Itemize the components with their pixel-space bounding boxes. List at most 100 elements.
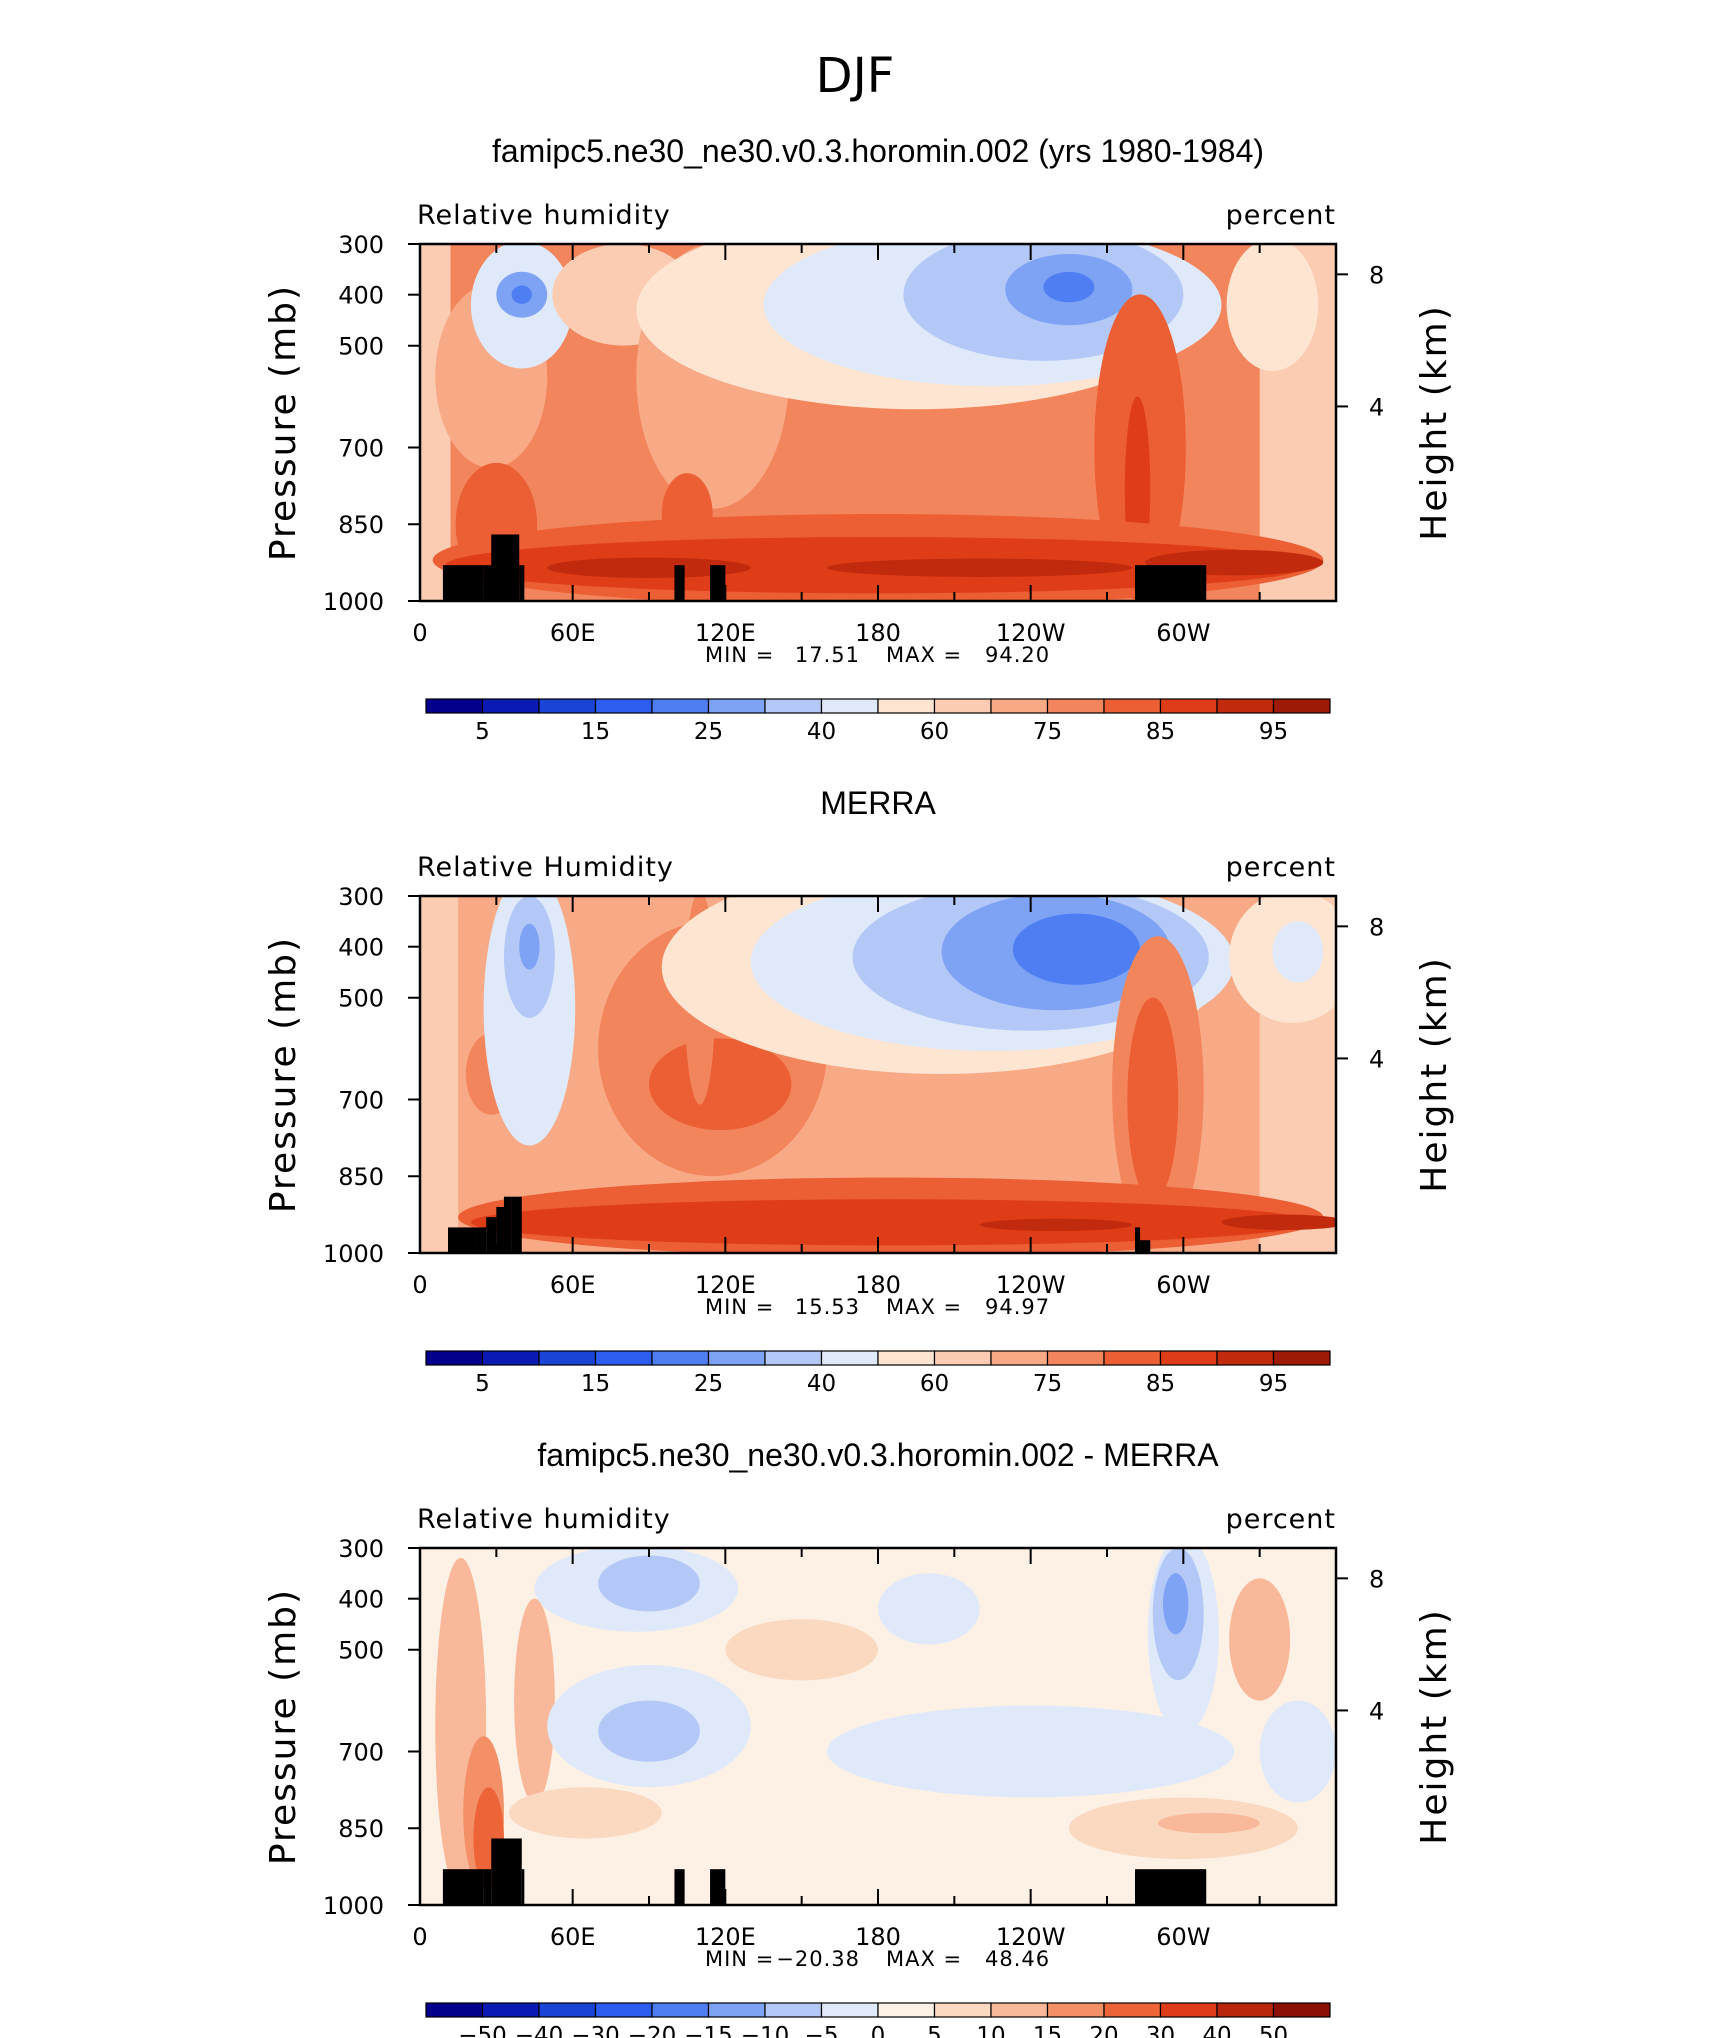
y-right-axis-label: Height (km) (1414, 956, 1455, 1192)
y-tick-label: 850 (338, 1815, 384, 1843)
colorbar-box (877, 2002, 936, 2018)
colorbar-label: 40 (807, 719, 836, 745)
colorbar-label: 30 (1146, 2023, 1175, 2038)
colorbar-label: 10 (976, 2023, 1005, 2038)
colorbar-box (651, 698, 710, 714)
colorbar-box (1272, 2002, 1331, 2018)
colorbar-box (1159, 2002, 1218, 2018)
colorbar-box (707, 2002, 766, 2018)
topography-mask (710, 565, 726, 601)
colorbar-label: 75 (1033, 719, 1062, 745)
colorbar-label: 15 (581, 1371, 610, 1397)
colorbar-label: −40 (515, 2023, 564, 2038)
contour-region (511, 285, 532, 304)
colorbar-box (933, 698, 992, 714)
y-right-tick-label: 4 (1369, 393, 1384, 421)
y-tick-label: 850 (338, 1163, 384, 1191)
min-value: −20.38 (776, 1947, 860, 1971)
colorbar-label: 85 (1146, 1371, 1175, 1397)
contour-region (519, 923, 540, 970)
x-tick-label: 120E (695, 619, 756, 647)
y-right-tick-label: 8 (1369, 261, 1384, 289)
y-tick-label: 300 (338, 883, 384, 911)
min-label: MIN = (705, 643, 774, 667)
topography-mask (486, 1217, 497, 1253)
contour-field (420, 244, 1336, 601)
colorbar-label: −10 (741, 2023, 790, 2038)
x-tick-label: 60W (1156, 1271, 1210, 1299)
topography-mask (674, 1869, 685, 1905)
colorbar-box (1103, 1350, 1162, 1366)
colorbar-label: −20 (628, 2023, 677, 2038)
y-tick-label: 1000 (323, 1240, 384, 1268)
panel-2: MERRA Relative Humidity percent 0 60E 120E 180… (263, 785, 1455, 1397)
max-value: 48.46 (985, 1947, 1050, 1971)
colorbar-label: 5 (475, 1371, 490, 1397)
colorbar-box (1046, 698, 1105, 714)
colorbar-label: 25 (694, 1371, 723, 1397)
y-axis-label: Pressure (mb) (263, 284, 304, 561)
colorbar-box (764, 698, 823, 714)
max-value: 94.20 (985, 643, 1050, 667)
panel-title: famipc5.ne30_ne30.v0.3.horomin.002 - MER… (537, 1437, 1219, 1473)
colorbar-box (594, 2002, 653, 2018)
panel-3: famipc5.ne30_ne30.v0.3.horomin.002 - MER… (263, 1437, 1455, 2038)
x-tick-label: 0 (412, 619, 427, 647)
colorbar-label: 75 (1033, 1371, 1062, 1397)
max-value: 94.97 (985, 1295, 1050, 1319)
contour-region (598, 1700, 700, 1762)
colorbar-box (538, 2002, 597, 2018)
panel-title: famipc5.ne30_ne30.v0.3.horomin.002 (yrs … (492, 133, 1264, 169)
colorbar-label: 60 (920, 1371, 949, 1397)
y-tick-label: 1000 (323, 1892, 384, 1920)
colorbar-box (538, 1350, 597, 1366)
colorbar-box (1216, 2002, 1275, 2018)
x-tick-label: 60E (550, 1923, 596, 1951)
topography-mask (475, 1227, 487, 1253)
topography-mask (1134, 1869, 1207, 1905)
colorbar-box (1159, 698, 1218, 714)
min-label: MIN = (705, 1295, 774, 1319)
colorbar-label: 5 (927, 2023, 942, 2038)
x-tick-label: 0 (412, 1923, 427, 1951)
contour-region (979, 1218, 1133, 1231)
colorbar-box (933, 2002, 992, 2018)
contour-region (420, 896, 459, 1253)
contour-region (725, 1619, 879, 1681)
colorbar-box (990, 1350, 1049, 1366)
y-tick-label: 500 (338, 333, 384, 361)
contour-region (509, 1787, 662, 1839)
contour-region (878, 1573, 980, 1645)
colorbar-box (481, 1350, 540, 1366)
topography-mask (496, 1206, 504, 1253)
colorbar-box (764, 1350, 823, 1366)
colorbar-box (877, 1350, 936, 1366)
colorbar-label: 25 (694, 719, 723, 745)
colorbar-label: 40 (807, 1371, 836, 1397)
x-tick-label: 60W (1156, 1923, 1210, 1951)
colorbar-box (481, 698, 540, 714)
y-axis-label: Pressure (mb) (263, 936, 304, 1213)
page-title: DJF (816, 48, 895, 104)
topography-mask (483, 565, 494, 601)
colorbar-label: 50 (1259, 2023, 1288, 2038)
panel-title: MERRA (820, 785, 936, 821)
colorbar-label: 15 (1033, 2023, 1062, 2038)
y-right-tick-label: 8 (1369, 913, 1384, 941)
contour-region (1226, 244, 1319, 372)
y-right-axis-label: Height (km) (1414, 1608, 1455, 1844)
colorbar-label: 60 (920, 719, 949, 745)
colorbar-box (1046, 1350, 1105, 1366)
y-tick-label: 400 (338, 1586, 384, 1614)
y-right-tick-label: 8 (1369, 1565, 1384, 1593)
contour-field (420, 896, 1336, 1253)
contour-region (649, 1038, 792, 1131)
colorbar: 5 15 25 40 60 75 85 95 (425, 1350, 1331, 1397)
topography-mask (511, 1196, 522, 1253)
units-label: percent (1226, 200, 1336, 231)
colorbar-box (933, 1350, 992, 1366)
colorbar-label: 40 (1202, 2023, 1231, 2038)
colorbar-label: −15 (684, 2023, 733, 2038)
colorbar-box (594, 1350, 653, 1366)
colorbar-label: −5 (805, 2023, 839, 2038)
